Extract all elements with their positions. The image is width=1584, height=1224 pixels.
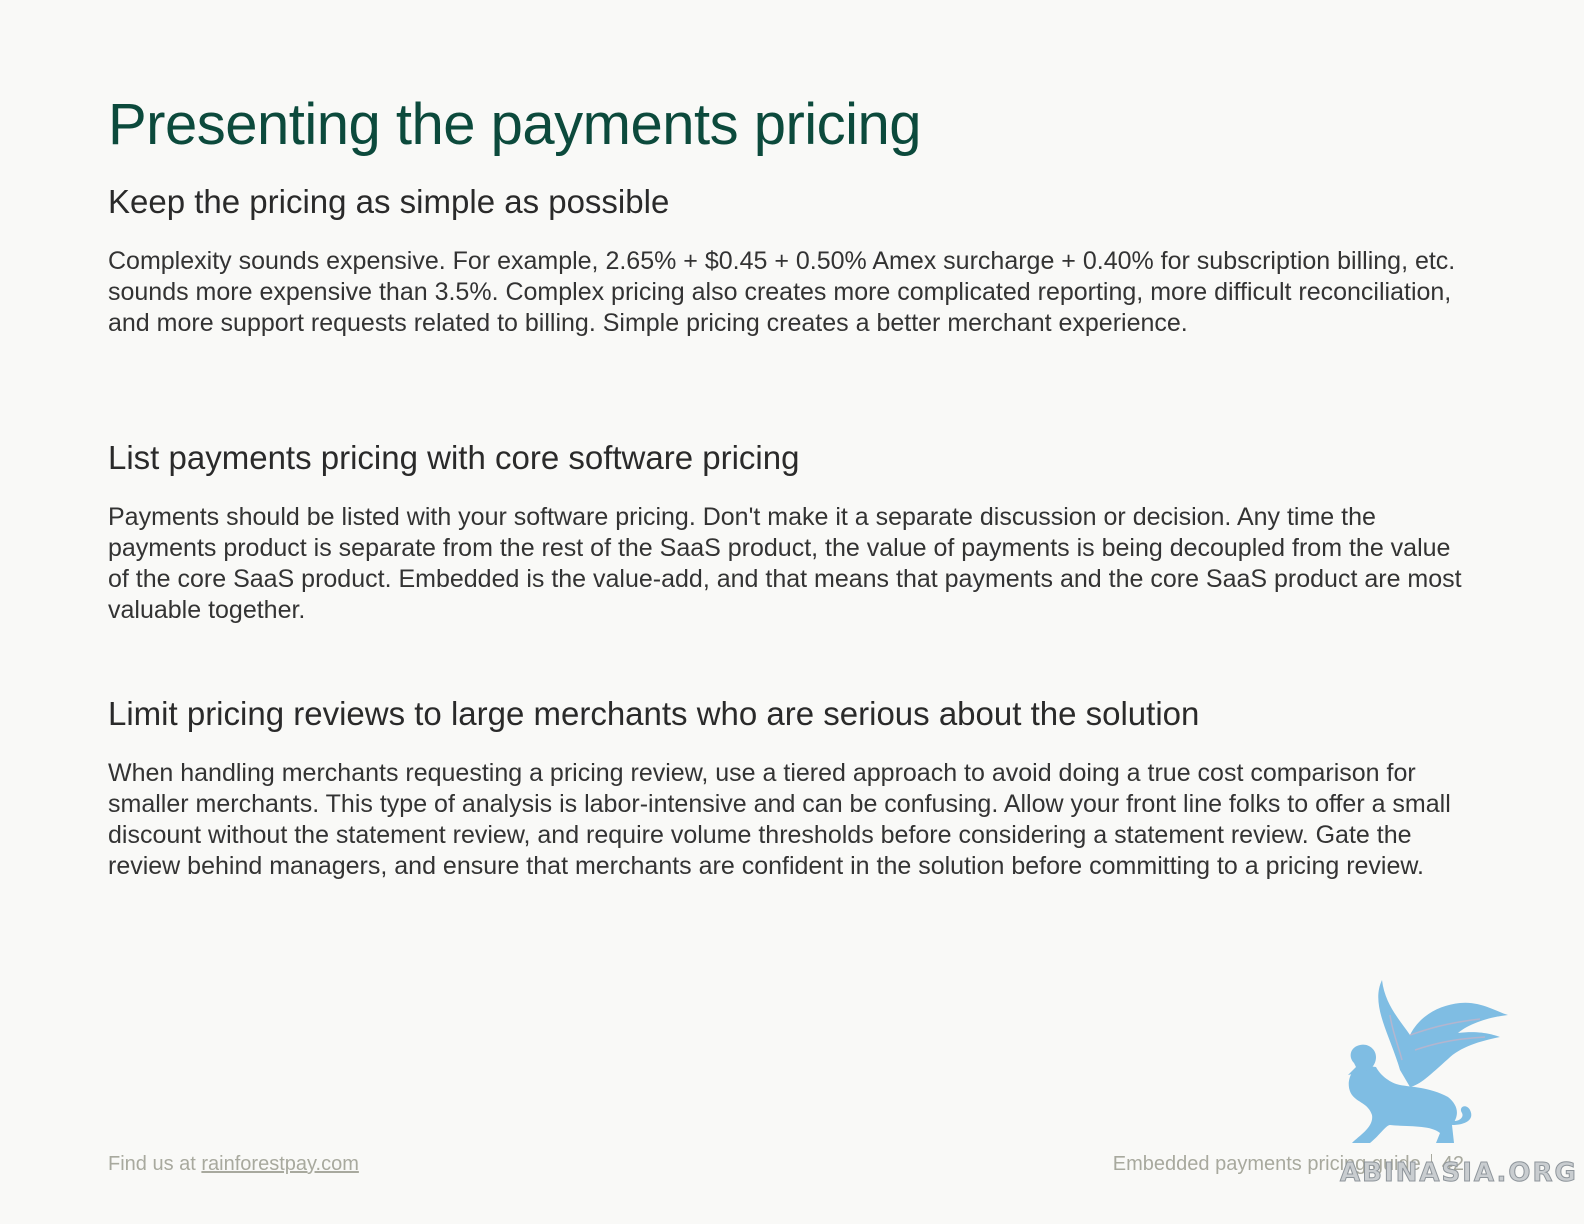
griffin-icon (1330, 975, 1520, 1155)
section-limit-reviews: Limit pricing reviews to large merchants… (108, 694, 1478, 882)
section-body: Complexity sounds expensive. For example… (108, 246, 1478, 339)
page-content: Presenting the payments pricing Keep the… (108, 92, 1478, 159)
section-simple-pricing: Keep the pricing as simple as possible C… (108, 182, 1478, 339)
website-link[interactable]: rainforestpay.com (201, 1153, 358, 1175)
watermark-text: ABINASIA.ORG (1340, 1158, 1578, 1188)
section-heading: Keep the pricing as simple as possible (108, 182, 1478, 222)
section-heading: List payments pricing with core software… (108, 438, 1478, 478)
section-list-with-software: List payments pricing with core software… (108, 438, 1478, 626)
section-body: Payments should be listed with your soft… (108, 502, 1478, 626)
section-body: When handling merchants requesting a pri… (108, 758, 1478, 882)
page-title: Presenting the payments pricing (108, 92, 1478, 159)
section-heading: Limit pricing reviews to large merchants… (108, 694, 1478, 734)
footer-website: Find us at rainforestpay.com (108, 1153, 359, 1176)
footer-prefix: Find us at (108, 1153, 201, 1175)
